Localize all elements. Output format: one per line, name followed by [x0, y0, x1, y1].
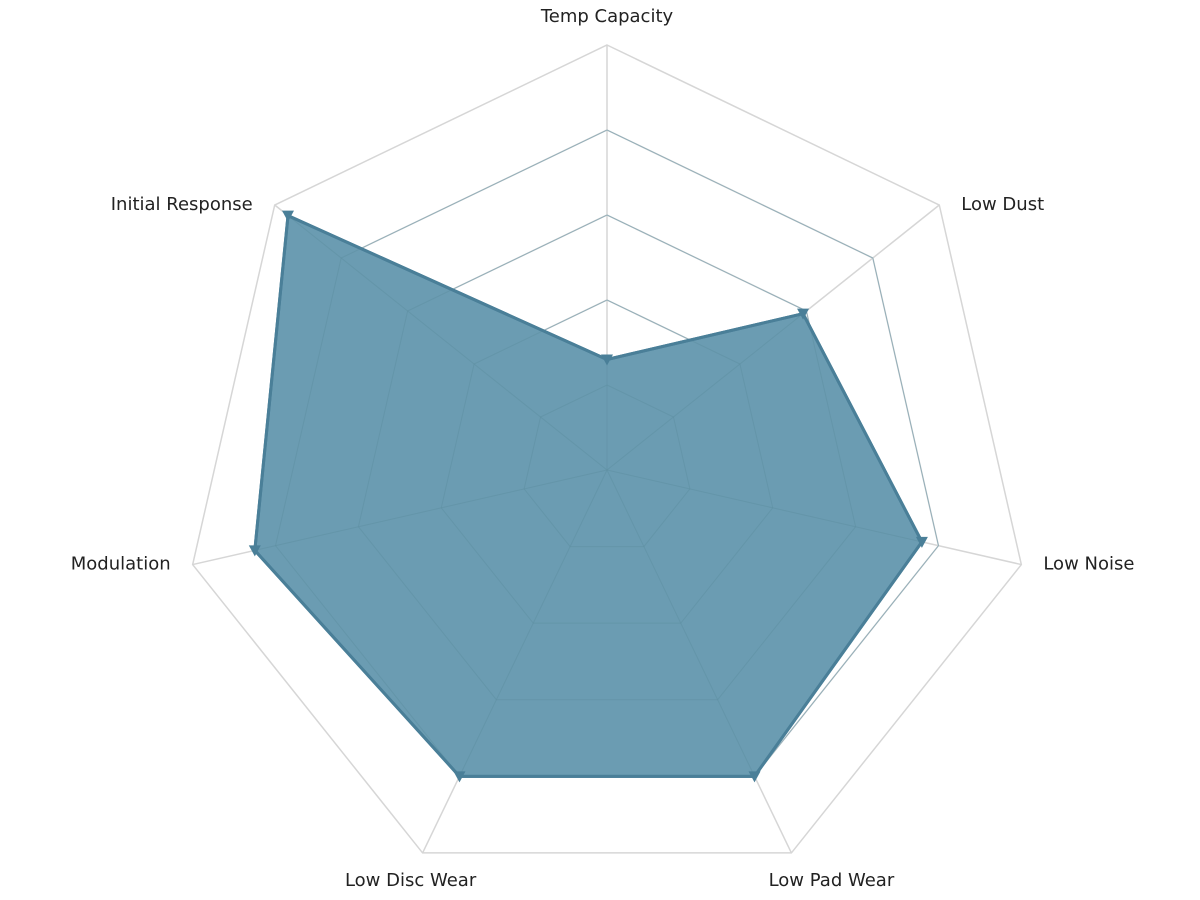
axis-label-temp-capacity: Temp Capacity [540, 6, 674, 27]
axis-label-low-pad-wear: Low Pad Wear [769, 870, 895, 891]
data-point-initial-response [282, 210, 295, 222]
inner-grid-ring-1 [523, 384, 691, 548]
label-layer: Temp Capacity Low Dust Low Noise Low Pad We… [71, 6, 1135, 891]
data-point-low-dust [797, 308, 810, 320]
inner-grid-spoke-4 [606, 469, 755, 777]
inner-grid-ring-2 [440, 299, 774, 624]
inner-grid-spoke-6 [254, 469, 608, 551]
inner-grid-spoke-5 [459, 469, 608, 777]
axis-label-low-disc-wear: Low Disc Wear [345, 870, 477, 891]
data-point-low-pad-wear [748, 771, 761, 783]
grid-ring-5 [191, 44, 1023, 854]
data-point-temp-capacity [601, 354, 613, 366]
axis-label-initial-response: Initial Response [111, 194, 253, 215]
inner-grid-spoke-2 [606, 313, 804, 471]
inner-grid-spoke-7 [287, 215, 608, 471]
data-point-low-noise [915, 536, 928, 548]
axis-label-low-dust: Low Dust [961, 194, 1044, 215]
series-outline [253, 214, 924, 778]
inner-grid-ring-3 [357, 214, 857, 701]
inner-grid-spoke-3 [606, 469, 923, 543]
data-point-modulation [248, 545, 261, 557]
axis-label-modulation: Modulation [71, 554, 171, 575]
data-layer [248, 129, 940, 783]
axis-label-low-noise: Low Noise [1043, 554, 1134, 575]
data-point-low-disc-wear [453, 771, 466, 783]
